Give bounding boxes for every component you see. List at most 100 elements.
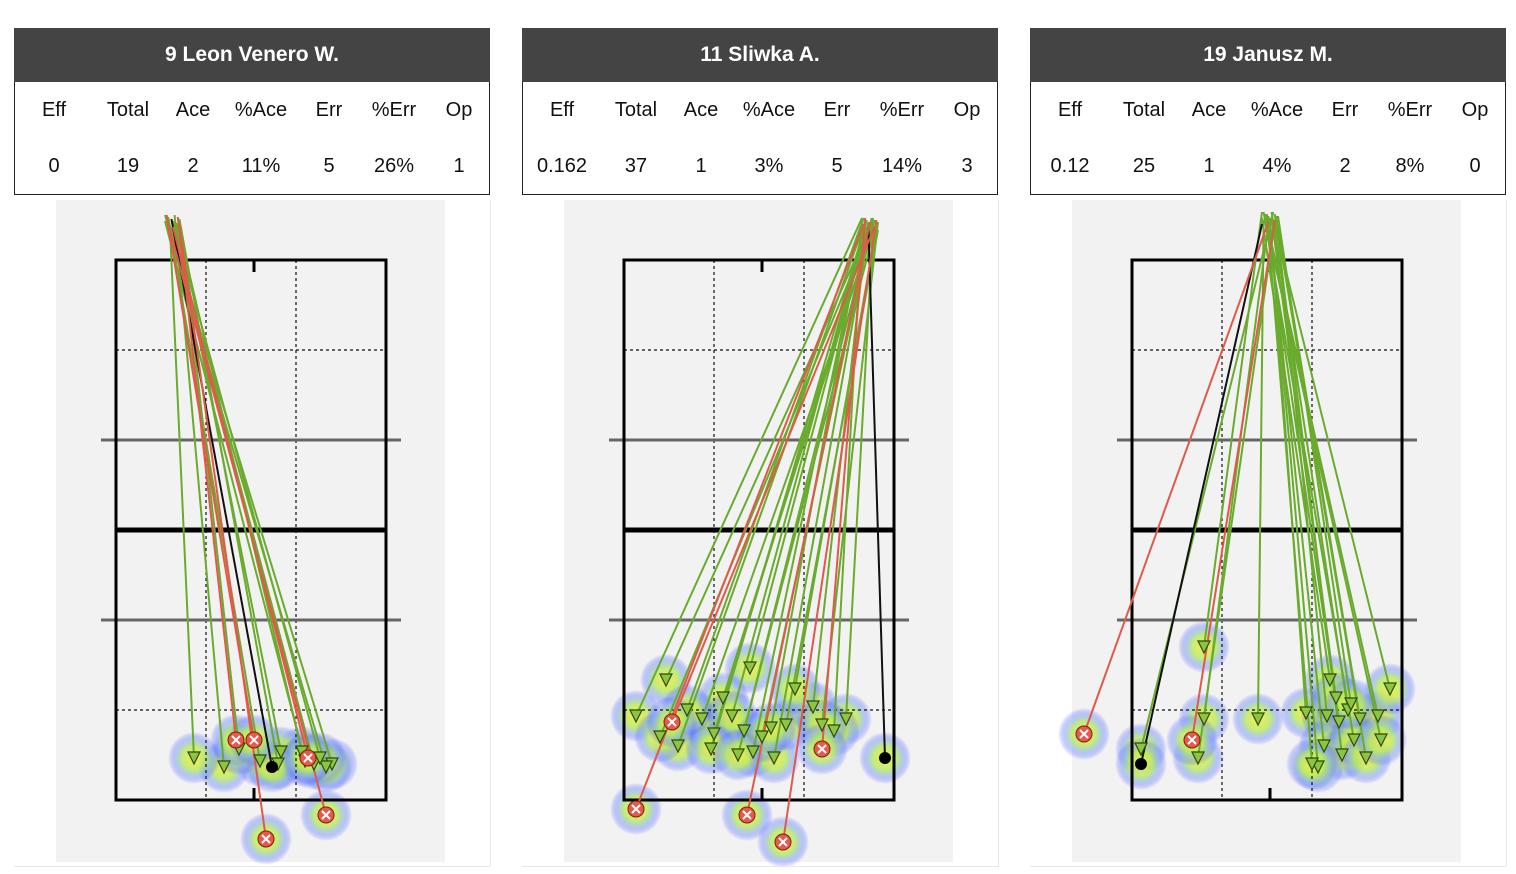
- serve-trajectory: [1277, 215, 1352, 705]
- serve-in-marker: [779, 718, 793, 733]
- serve-in-marker: [827, 724, 841, 739]
- stat-value: 5: [831, 155, 843, 177]
- column-header: Err: [315, 99, 343, 121]
- serve-trajectory: [167, 222, 327, 816]
- serve-in-marker: [731, 748, 745, 763]
- serve-in-marker: [1197, 640, 1211, 655]
- serve-error-cross: [742, 810, 752, 820]
- serve-error-cross: [249, 735, 259, 745]
- stats-table: Eff Total Ace %Ace Err %Err Op 0 19 2 11% 5 26% 1: [14, 82, 490, 195]
- serve-in-marker: [1353, 712, 1367, 727]
- player-title: 9 Leon Venero W.: [14, 28, 490, 82]
- serve-trajectory: [635, 217, 863, 717]
- serve-in-marker: [1383, 682, 1397, 697]
- stat-value: 0.162: [536, 155, 588, 177]
- serve-in-marker: [1134, 742, 1148, 757]
- serve-point-marker: [879, 752, 891, 764]
- serve-trajectory: [1083, 221, 1270, 735]
- serve-in-marker: [1323, 673, 1337, 688]
- column-header: Ace: [1191, 99, 1227, 121]
- serve-in-marker: [217, 760, 231, 775]
- serve-error-cross: [261, 834, 271, 844]
- serve-in-marker: [629, 709, 643, 724]
- stats-table: Eff Total Ace %Ace Err %Err Op 0.12 25 1 4% 2 8% 0: [1030, 82, 1506, 195]
- serve-in-marker: [253, 754, 267, 769]
- serve-in-marker: [725, 709, 739, 724]
- serve-in-marker: [274, 745, 288, 760]
- serve-error-cross: [303, 753, 313, 763]
- serve-trajectory: [1262, 211, 1355, 741]
- serve-trajectory: [671, 225, 876, 723]
- serve-in-marker: [737, 724, 751, 739]
- serve-trajectory: [782, 219, 878, 843]
- column-header: Total: [106, 99, 150, 121]
- column-header: Ace: [175, 99, 211, 121]
- player-panel-2: 19 Janusz M. Eff Total Ace %Ace Err %Err Op 0.12…: [1030, 28, 1507, 867]
- serve-error-cross: [1079, 729, 1089, 739]
- stats-table: Eff Total Ace %Ace Err %Err Op 0.162 37 1 3% 5 14% 3: [522, 82, 998, 195]
- stats-value-row: 0 19 2 11% 5 26% 1: [15, 138, 489, 194]
- serve-in-marker: [1191, 751, 1205, 766]
- serve-trajectory: [677, 225, 865, 747]
- player-panel-1: 11 Sliwka A. Eff Total Ace %Ace Err %Err Op 0.16…: [522, 28, 999, 867]
- serve-in-marker: [1329, 691, 1343, 706]
- serve-trajectory: [180, 226, 240, 750]
- serve-error-cross: [231, 735, 241, 745]
- serve-in-marker: [695, 712, 709, 727]
- player-title: 11 Sliwka A.: [522, 28, 998, 82]
- serve-in-marker: [1251, 712, 1265, 727]
- player-title: 19 Janusz M.: [1030, 28, 1506, 82]
- serve-in-marker: [743, 661, 757, 676]
- serve-error-cross: [667, 717, 677, 727]
- serve-in-marker: [1305, 757, 1319, 772]
- serve-in-marker: [1371, 709, 1385, 724]
- serve-court-chart: [522, 200, 999, 867]
- stat-value: 1: [453, 155, 465, 177]
- court-border: [114, 258, 388, 802]
- serve-trajectory: [1203, 211, 1263, 648]
- column-header: %Err: [371, 99, 417, 121]
- serve-trajectory: [737, 217, 875, 756]
- serve-error-cross: [778, 837, 788, 847]
- stats-value-row: 0.12 25 1 4% 2 8% 0: [1031, 138, 1505, 194]
- serve-trajectory: [659, 229, 871, 738]
- serve-in-marker: [707, 727, 721, 742]
- serve-trajectory: [635, 223, 865, 810]
- stats-header-row: Eff Total Ace %Ace Err %Err Op: [1031, 82, 1505, 138]
- column-header: Total: [614, 99, 658, 121]
- stats-header-row: Eff Total Ace %Ace Err %Err Op: [523, 82, 997, 138]
- serve-trajectory: [1257, 219, 1265, 720]
- court-svg: [564, 200, 953, 866]
- column-header: Eff: [41, 99, 67, 121]
- column-header: Op: [445, 99, 473, 121]
- serve-in-marker: [671, 739, 685, 754]
- serve-in-marker: [680, 703, 694, 718]
- serve-trajectory: [749, 221, 870, 669]
- column-header: Eff: [549, 99, 575, 121]
- serve-in-marker: [815, 718, 829, 733]
- serve-in-marker: [313, 751, 327, 766]
- serve-court-chart: [1030, 200, 1507, 867]
- serve-trajectory: [1191, 219, 1276, 741]
- serve-in-marker: [319, 760, 333, 775]
- serve-trajectory: [172, 220, 321, 759]
- column-header: Total: [1122, 99, 1166, 121]
- serve-in-marker: [1317, 739, 1331, 754]
- stat-value: 1: [695, 155, 707, 177]
- column-header: Eff: [1057, 99, 1083, 121]
- column-header: %Ace: [234, 99, 288, 121]
- serve-trajectory: [1272, 219, 1391, 690]
- stats-header-row: Eff Total Ace %Ace Err %Err Op: [15, 82, 489, 138]
- stat-value: 2: [1339, 155, 1351, 177]
- column-header: Err: [1331, 99, 1359, 121]
- court-border: [1130, 258, 1404, 802]
- serve-in-marker: [1197, 712, 1211, 727]
- serve-in-marker: [187, 751, 201, 766]
- serve-in-marker: [767, 751, 781, 766]
- stat-value: 2: [187, 155, 199, 177]
- serve-error-cross: [817, 744, 827, 754]
- serve-trajectory: [867, 227, 886, 759]
- serve-in-marker: [716, 691, 730, 706]
- serve-point-marker: [1135, 758, 1147, 770]
- stat-value: 3: [961, 155, 973, 177]
